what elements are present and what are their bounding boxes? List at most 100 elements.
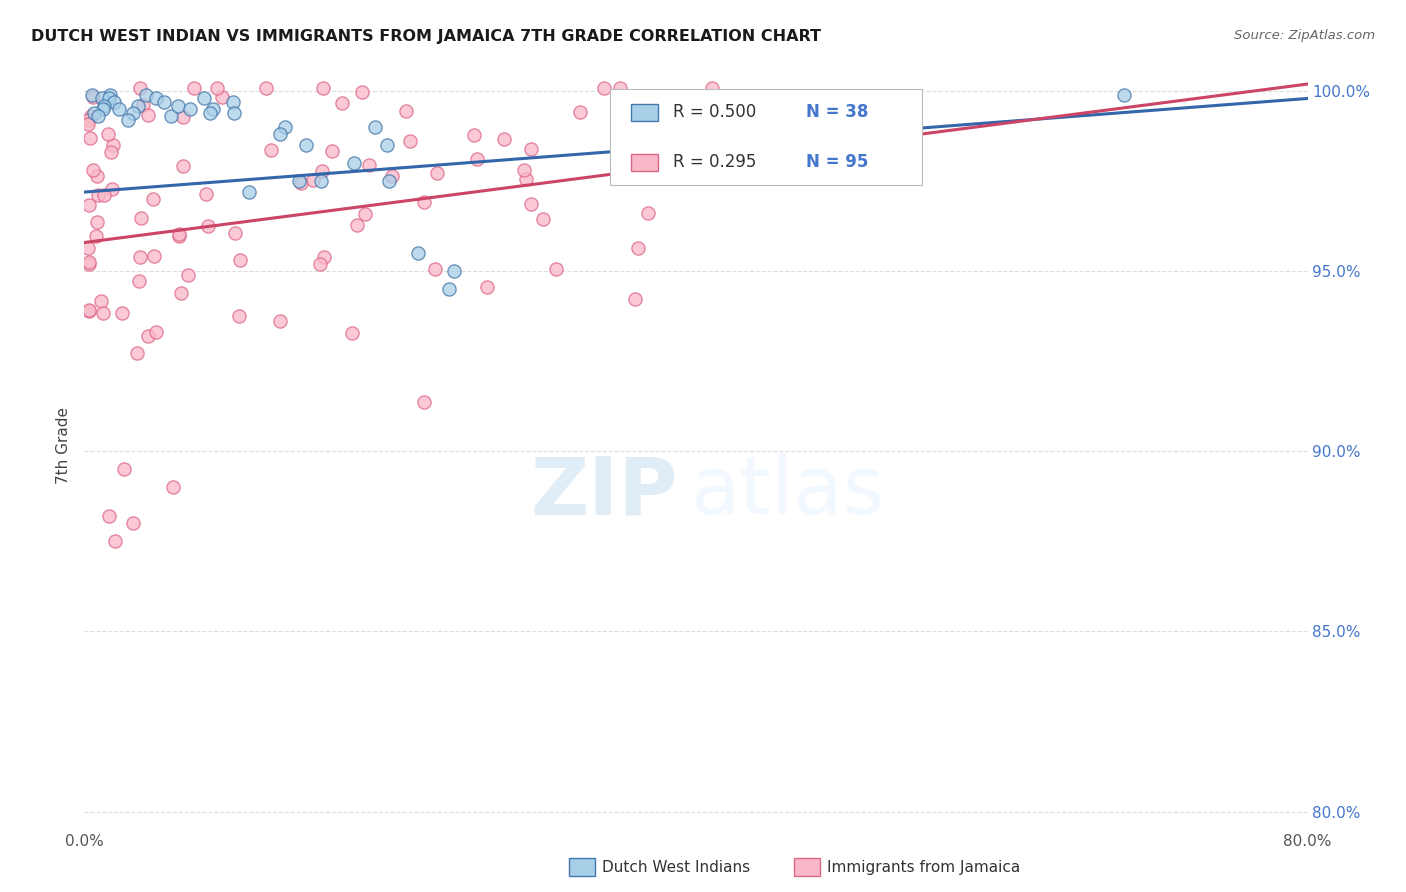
Point (179, 102, 201, 116)
Point (309, 257, 332, 271)
Point (346, 219, 368, 233)
Point (77, 303, 100, 318)
Bar (631, 153, 658, 170)
Point (426, 166, 449, 180)
Point (80, 110, 103, 124)
Text: atlas: atlas (690, 453, 884, 531)
Point (623, 292, 645, 306)
Point (127, 346, 149, 360)
Point (172, 111, 194, 125)
Text: DUTCH WEST INDIAN VS IMMIGRANTS FROM JAMAICA 7TH GRADE CORRELATION CHART: DUTCH WEST INDIAN VS IMMIGRANTS FROM JAM… (31, 29, 821, 44)
Point (309, 174, 332, 188)
Point (112, 462, 135, 476)
Point (86, 169, 108, 183)
Point (302, 172, 325, 186)
Point (134, 87, 156, 102)
Point (627, 241, 650, 255)
Point (260, 143, 283, 157)
Point (77, 303, 100, 318)
Point (136, 329, 159, 343)
Point (412, 195, 434, 210)
Point (254, 80, 277, 95)
Point (166, 98, 188, 112)
Point (143, 249, 166, 263)
Point (437, 282, 460, 296)
Point (128, 250, 150, 264)
Y-axis label: 7th Grade: 7th Grade (56, 408, 72, 484)
Point (197, 219, 219, 234)
Point (228, 309, 250, 323)
Point (443, 264, 465, 278)
Point (312, 80, 335, 95)
Point (167, 228, 190, 243)
Text: N = 95: N = 95 (806, 153, 869, 171)
Point (101, 182, 124, 196)
Point (167, 227, 190, 241)
Point (87, 187, 110, 202)
Point (132, 98, 155, 112)
Point (77, 198, 100, 212)
Point (193, 91, 215, 105)
Point (128, 80, 150, 95)
Point (340, 326, 363, 340)
Point (287, 174, 309, 188)
Point (520, 142, 543, 156)
Point (198, 106, 221, 120)
Point (103, 95, 125, 109)
Point (142, 192, 165, 206)
Point (492, 132, 515, 146)
Point (381, 169, 404, 183)
Point (127, 98, 149, 112)
Point (111, 306, 134, 320)
Point (343, 156, 366, 170)
Point (76, 117, 98, 131)
Point (136, 108, 159, 122)
Point (80, 87, 103, 102)
Point (513, 163, 536, 178)
Point (101, 138, 124, 153)
Point (170, 286, 193, 301)
Point (97, 128, 120, 142)
Point (104, 534, 127, 549)
Point (406, 246, 429, 260)
Point (100, 145, 122, 160)
Point (121, 106, 143, 120)
Text: ZIP: ZIP (530, 453, 678, 531)
Point (98, 509, 121, 524)
Point (531, 212, 554, 227)
Point (122, 516, 145, 531)
Point (378, 174, 401, 188)
Point (311, 164, 333, 178)
Point (546, 262, 568, 277)
Point (83, 106, 105, 120)
Point (93, 102, 115, 116)
Point (145, 325, 167, 339)
Point (353, 206, 375, 220)
Point (519, 197, 541, 211)
Point (295, 138, 318, 153)
Point (363, 120, 385, 135)
Point (159, 110, 181, 124)
FancyBboxPatch shape (610, 89, 922, 186)
Point (463, 128, 485, 142)
Point (77, 113, 100, 128)
Point (177, 268, 200, 283)
Bar (631, 103, 658, 120)
Point (222, 95, 245, 109)
Point (1114, 87, 1136, 102)
Point (77, 241, 100, 255)
Point (82, 89, 104, 103)
Text: Source: ZipAtlas.com: Source: ZipAtlas.com (1234, 29, 1375, 42)
Point (162, 480, 184, 494)
Point (644, 152, 666, 166)
Point (128, 274, 150, 288)
Point (425, 261, 447, 276)
Point (637, 206, 659, 220)
Text: Immigrants from Jamaica: Immigrants from Jamaica (827, 860, 1019, 874)
Point (357, 158, 380, 172)
Point (465, 152, 488, 166)
Point (82, 162, 104, 177)
Point (91, 305, 114, 319)
Point (352, 85, 374, 99)
Point (477, 279, 499, 293)
